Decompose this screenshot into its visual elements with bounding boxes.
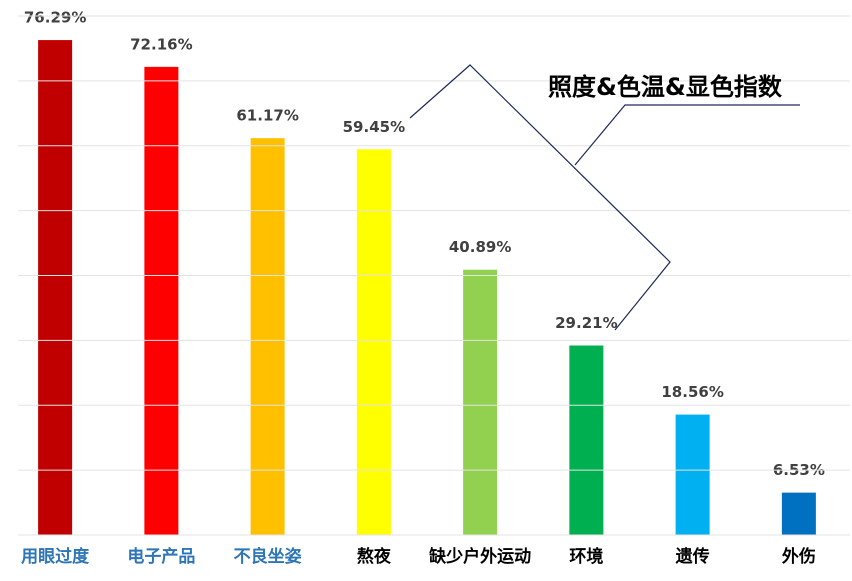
bar — [569, 345, 604, 535]
bar — [463, 269, 498, 535]
bar — [144, 66, 179, 535]
bar — [675, 414, 710, 535]
bar — [781, 492, 816, 535]
x-tick-label: 用眼过度 — [21, 546, 90, 567]
annotation-bracket — [409, 64, 671, 331]
bar — [38, 40, 73, 535]
value-label: 61.17% — [236, 107, 298, 125]
annotation-leader — [574, 104, 800, 166]
value-label: 59.45% — [343, 118, 405, 136]
bar — [250, 138, 285, 536]
bar — [356, 149, 391, 536]
value-label: 40.89% — [449, 238, 511, 256]
value-label: 29.21% — [555, 314, 617, 332]
annotation: 照度&色温&显色指数 — [548, 73, 783, 101]
x-tick-label: 遗传 — [675, 546, 710, 567]
value-label: 76.29% — [24, 9, 86, 27]
x-tick-label: 环境 — [569, 546, 603, 567]
x-tick-label: 缺少户外运动 — [429, 546, 531, 567]
x-tick-label: 不良坐姿 — [234, 546, 302, 567]
value-label: 72.16% — [130, 35, 192, 53]
x-tick-label: 电子产品 — [127, 546, 195, 567]
x-tick-label: 熬夜 — [357, 546, 392, 567]
value-label: 18.56% — [661, 383, 723, 401]
x-tick-label: 外伤 — [782, 546, 816, 567]
